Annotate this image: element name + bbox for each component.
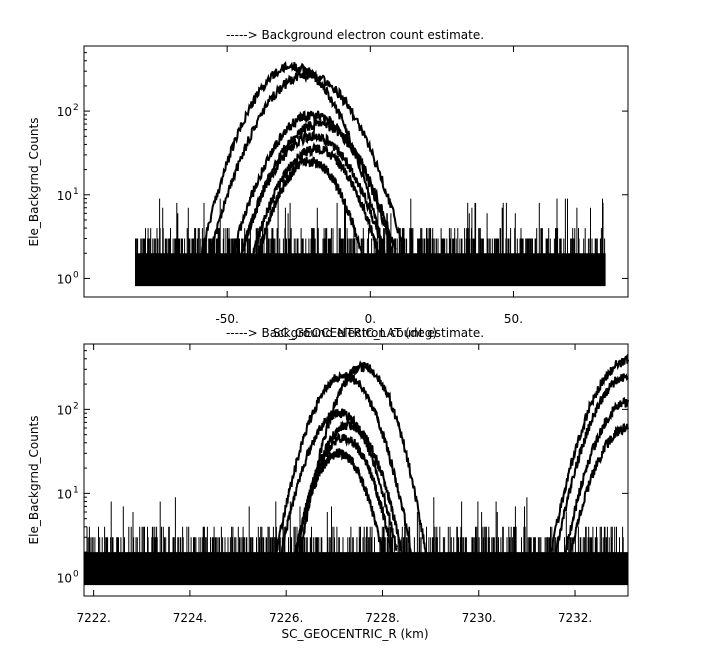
bottom-y-tick-exponent: 1 (73, 485, 79, 495)
top-plot-frame (83, 45, 629, 298)
bottom-y-tick-exponent: 0 (73, 569, 79, 579)
top-chart-title: -----> Background electron count estimat… (226, 28, 484, 42)
top-x-tick-label: 0. (365, 312, 376, 326)
bottom-plot-frame (83, 343, 629, 597)
bottom-chart-title: -----> Background electron count estimat… (226, 326, 484, 340)
top-chart-panel: -----> Background electron count estimat… (27, 28, 629, 340)
bottom-series-1 (275, 371, 413, 555)
bottom-x-axis-label: SC_GEOCENTRIC_R (km) (282, 627, 429, 641)
top-x-axis-label: SC_GEOCENTRIC_LAT (deg) (273, 326, 437, 340)
bottom-noise-floor (83, 497, 629, 586)
top-x-ticks: -50. 0. 50. (215, 46, 523, 326)
bottom-series-8 (564, 396, 629, 555)
bottom-x-tick-label: 7230. (462, 611, 496, 625)
bottom-chart-marks (83, 353, 629, 586)
top-y-tick-exponent: 2 (73, 103, 79, 113)
top-y-tick-exponent: 1 (73, 187, 79, 197)
top-y-tick-label: 10 (57, 189, 72, 203)
bottom-x-tick-label: 7224. (173, 611, 207, 625)
top-y-axis-label: Ele_Backgrnd_Counts (27, 118, 41, 247)
bottom-y-tick-label: 10 (57, 403, 72, 417)
bottom-series-6 (550, 353, 629, 552)
bottom-x-ticks: 7222. 7224. 7226. 7228. 7230. 7232. (76, 344, 592, 625)
bottom-series-7 (555, 373, 629, 553)
bottom-x-tick-label: 7228. (365, 611, 399, 625)
bottom-series-9 (569, 423, 629, 552)
bottom-y-tick-label: 10 (57, 487, 72, 501)
bottom-x-tick-label: 7232. (558, 611, 592, 625)
bottom-y-tick-label: 10 (57, 571, 72, 585)
top-noise-floor (135, 198, 606, 287)
bottom-series-0 (299, 360, 427, 557)
bottom-series-3 (294, 419, 403, 555)
top-x-tick-label: -50. (215, 312, 238, 326)
bottom-chart-panel: -----> Background electron count estimat… (27, 326, 629, 641)
top-series-1 (209, 67, 406, 259)
top-y-tick-label: 10 (57, 272, 72, 286)
top-series-4 (240, 128, 386, 256)
bottom-y-axis-label: Ele_Backgrnd_Counts (27, 416, 41, 545)
bottom-y-tick-exponent: 2 (73, 401, 79, 411)
top-chart-marks (135, 61, 606, 287)
bottom-series-2 (280, 408, 398, 555)
top-series-6 (257, 156, 363, 257)
bottom-x-tick-label: 7222. (76, 611, 110, 625)
top-y-tick-exponent: 0 (73, 270, 79, 280)
bottom-x-tick-label: 7226. (269, 611, 303, 625)
top-x-tick-label: 50. (504, 312, 523, 326)
top-y-tick-label: 10 (57, 105, 72, 119)
top-series-5 (251, 141, 380, 258)
bottom-series-5 (294, 448, 384, 556)
